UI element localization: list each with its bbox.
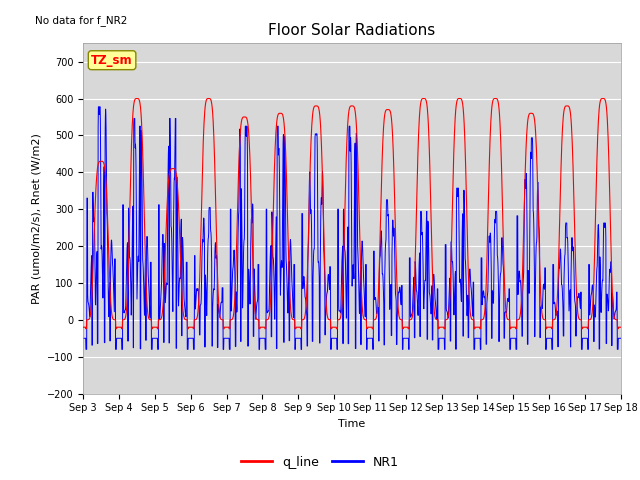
Title: Floor Solar Radiations: Floor Solar Radiations (268, 23, 436, 38)
Text: TZ_sm: TZ_sm (92, 54, 133, 67)
Legend: q_line, NR1: q_line, NR1 (236, 451, 404, 474)
Y-axis label: PAR (umol/m2/s), Rnet (W/m2): PAR (umol/m2/s), Rnet (W/m2) (31, 133, 42, 304)
Text: No data for f_NR2: No data for f_NR2 (35, 15, 127, 26)
X-axis label: Time: Time (339, 419, 365, 429)
